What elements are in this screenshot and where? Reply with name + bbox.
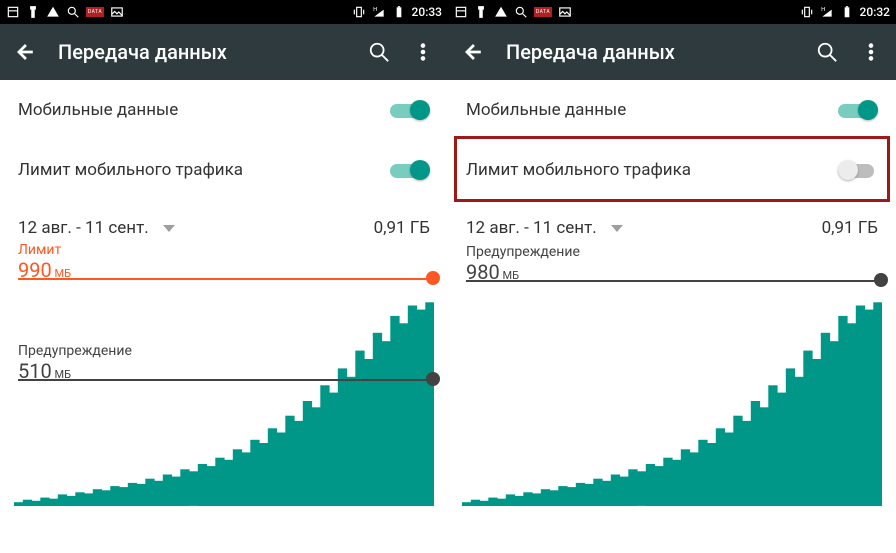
mobile-data-toggle[interactable] xyxy=(838,100,878,120)
chart-warning-handle[interactable] xyxy=(426,372,440,386)
chevron-down-icon xyxy=(163,225,175,232)
chart-limit-label: Лимит990 МБ xyxy=(18,242,71,282)
status-time: 20:33 xyxy=(412,5,442,19)
image-icon xyxy=(110,5,124,19)
search-small-icon xyxy=(66,5,80,19)
vibrate-icon xyxy=(800,5,814,19)
status-bar: DATA H 20:33 xyxy=(0,0,448,24)
data-badge-icon: DATA xyxy=(534,7,552,17)
limit-traffic-row[interactable]: Лимит мобильного трафика xyxy=(0,140,448,200)
chart-warning-line[interactable] xyxy=(466,280,882,282)
search-icon[interactable] xyxy=(816,41,838,63)
signal-h-icon: H xyxy=(820,5,834,19)
battery-icon xyxy=(392,5,406,19)
battery-icon xyxy=(840,5,854,19)
overflow-menu-icon[interactable] xyxy=(860,41,882,63)
chart-warning-handle[interactable] xyxy=(874,273,888,287)
period-usage: 0,91 ГБ xyxy=(822,218,878,238)
period-range: 12 авг. - 11 сент. xyxy=(18,218,149,238)
vibrate-icon xyxy=(352,5,366,19)
usb-icon xyxy=(474,5,488,19)
data-badge-icon: DATA xyxy=(86,7,104,17)
mobile-data-toggle[interactable] xyxy=(390,100,430,120)
chart-limit-handle[interactable] xyxy=(426,271,440,285)
usb-icon xyxy=(26,5,40,19)
warning-icon xyxy=(46,5,60,19)
image-icon xyxy=(558,5,572,19)
back-icon[interactable] xyxy=(14,41,36,63)
back-icon[interactable] xyxy=(462,41,484,63)
search-icon[interactable] xyxy=(368,41,390,63)
period-range: 12 авг. - 11 сент. xyxy=(466,218,597,238)
chevron-down-icon xyxy=(611,225,623,232)
chart-warning-label: Предупреждение510 МБ xyxy=(18,343,132,383)
mobile-data-label: Мобильные данные xyxy=(466,100,626,120)
screenshot-left: DATA H 20:33 Передача данных Мобильные данны… xyxy=(0,0,448,553)
usage-chart: Предупреждение980 МБ xyxy=(448,256,896,506)
warning-icon xyxy=(494,5,508,19)
svg-text:H: H xyxy=(373,7,377,13)
svg-text:H: H xyxy=(821,7,825,13)
notification-icon xyxy=(6,5,20,19)
highlight-box xyxy=(454,136,890,202)
notification-icon xyxy=(454,5,468,19)
limit-traffic-toggle[interactable] xyxy=(390,160,430,180)
action-bar: Передача данных xyxy=(448,24,896,80)
mobile-data-row[interactable]: Мобильные данные xyxy=(448,80,896,140)
usage-chart: Лимит990 МБПредупреждение510 МБ xyxy=(0,256,448,506)
search-small-icon xyxy=(514,5,528,19)
chart-warning-label: Предупреждение980 МБ xyxy=(466,244,580,284)
status-time: 20:32 xyxy=(860,5,890,19)
chart-warning-line[interactable] xyxy=(18,379,434,381)
action-bar: Передача данных xyxy=(0,24,448,80)
mobile-data-label: Мобильные данные xyxy=(18,100,178,120)
mobile-data-row[interactable]: Мобильные данные xyxy=(0,80,448,140)
status-bar: DATA H 20:32 xyxy=(448,0,896,24)
chart-limit-line[interactable] xyxy=(18,278,434,280)
overflow-menu-icon[interactable] xyxy=(412,41,434,63)
page-title: Передача данных xyxy=(58,40,346,64)
screenshot-right: DATA H 20:32 Передача данных Мобильные данны… xyxy=(448,0,896,553)
period-usage: 0,91 ГБ xyxy=(374,218,430,238)
signal-h-icon: H xyxy=(372,5,386,19)
period-picker[interactable]: 12 авг. - 11 сент. xyxy=(466,218,623,238)
page-title: Передача данных xyxy=(506,40,794,64)
limit-traffic-label: Лимит мобильного трафика xyxy=(18,160,243,180)
period-picker[interactable]: 12 авг. - 11 сент. xyxy=(18,218,175,238)
